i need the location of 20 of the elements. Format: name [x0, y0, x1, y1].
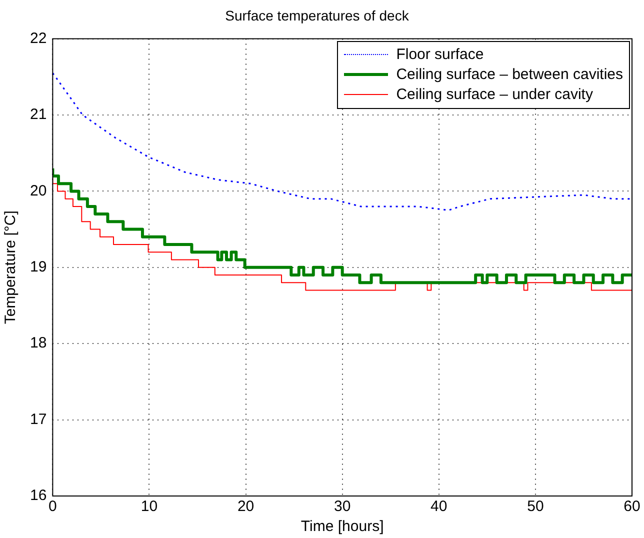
- y-tick-label: 17: [30, 410, 47, 428]
- y-axis-title: Temperature [°C]: [2, 210, 20, 324]
- y-tick-label: 18: [30, 334, 47, 352]
- x-tick-label: 40: [430, 498, 448, 516]
- x-axis-title: Time [hours]: [300, 518, 384, 536]
- y-tick-label: 19: [30, 258, 47, 276]
- y-tick-label: 21: [30, 106, 47, 124]
- x-tick-label: 10: [140, 498, 158, 516]
- x-tick-label: 0: [48, 498, 57, 516]
- x-tick-label: 50: [527, 498, 544, 516]
- legend-label: Floor surface: [396, 44, 484, 65]
- y-tick-label: 22: [30, 30, 47, 47]
- x-tick-label: 60: [624, 498, 640, 516]
- y-tick-label: 16: [30, 487, 47, 504]
- y-tick-label: 20: [30, 182, 47, 200]
- x-tick-label: 20: [237, 498, 254, 516]
- chart-title: Surface temperatures of deck: [225, 7, 410, 24]
- legend-label: Ceiling surface – between cavities: [396, 64, 623, 85]
- legend-label: Ceiling surface – under cavity: [396, 84, 593, 105]
- x-tick-label: 30: [334, 498, 351, 516]
